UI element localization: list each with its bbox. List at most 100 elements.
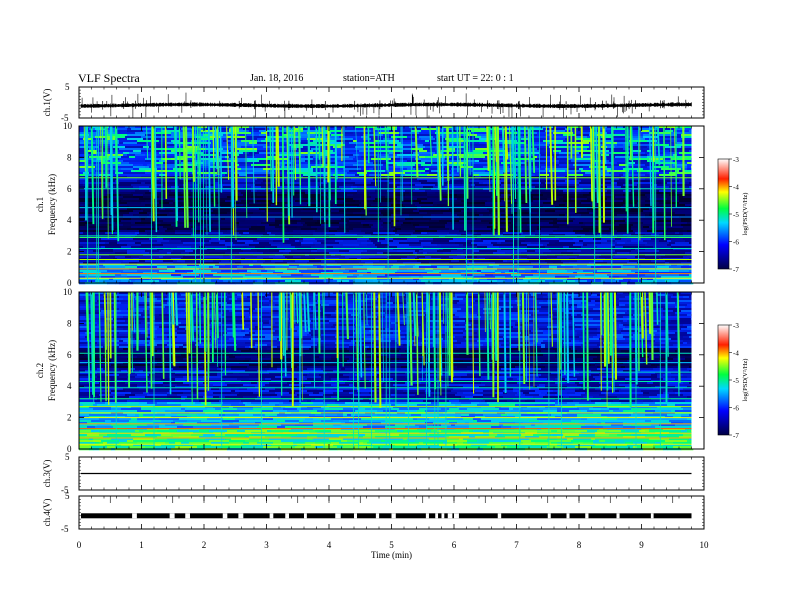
y-tick-label-0: 5: [65, 82, 70, 92]
sferic-streak: [459, 125, 462, 177]
ch4-signal-gap: [169, 513, 175, 519]
ch4-signal-gap: [222, 513, 228, 519]
sferic-streak: [640, 291, 644, 339]
sferic-streak: [501, 125, 506, 173]
sferic-streak: [613, 291, 617, 380]
ch4-signal-gap: [650, 513, 654, 519]
sferic-streak: [466, 125, 469, 199]
sferic-streak: [446, 125, 450, 181]
x-tick-label: 7: [514, 540, 519, 550]
sferic-streak: [132, 291, 136, 333]
sferic-streak: [592, 125, 595, 235]
sferic-streak: [597, 125, 601, 233]
sferic-streak: [91, 291, 94, 403]
ch4-signal-gap: [335, 513, 341, 519]
x-tick-label: 10: [700, 540, 710, 550]
sferic-streak: [152, 125, 156, 199]
sferic-streak: [486, 291, 490, 380]
sferic-streak: [291, 125, 293, 218]
sferic-streak: [517, 291, 520, 351]
x-tick-label: 5: [389, 540, 394, 550]
sferic-streak: [103, 291, 107, 333]
sferic-streak: [245, 125, 248, 219]
x-tick-label: 2: [202, 540, 207, 550]
sferic-streak: [406, 291, 409, 409]
y-tick-label-1: 10: [63, 121, 73, 131]
y-axis-label-2: Frequency (kHz): [47, 340, 57, 401]
sferic-streak: [494, 125, 498, 162]
sferic-streak: [154, 125, 158, 233]
sferic-streak: [146, 291, 148, 338]
sferic-streak: [572, 291, 576, 377]
sferic-streak: [556, 291, 560, 405]
sferic-streak: [234, 125, 238, 201]
sferic-streak: [164, 125, 168, 200]
sferic-streak: [373, 291, 377, 403]
sferic-streak: [451, 125, 454, 230]
sferic-streak: [644, 291, 648, 365]
sferic-streak: [295, 291, 299, 324]
sferic-streak: [230, 125, 235, 209]
sferic-streak: [378, 291, 382, 408]
sferic-streak: [651, 125, 654, 219]
sferic-streak: [355, 125, 358, 171]
ch4-signal-gap: [447, 513, 453, 519]
colorbar-tick-label-1: -3: [733, 156, 739, 164]
sferic-streak: [563, 291, 566, 375]
sferic-streak: [412, 291, 417, 337]
sferic-streak: [612, 125, 615, 236]
sferic-streak: [303, 291, 307, 333]
sferic-streak: [396, 291, 401, 346]
colorbar-tick-label-1: -7: [733, 266, 739, 274]
sferic-streak: [271, 125, 275, 203]
sferic-streak: [471, 291, 475, 394]
sferic-streak: [650, 291, 654, 361]
y-tick-label-1: 8: [67, 152, 72, 162]
sferic-streak: [611, 291, 615, 392]
colorbar-2: [717, 324, 730, 436]
sferic-streak: [319, 125, 322, 224]
sferic-streak: [456, 125, 459, 173]
sferic-streak: [185, 291, 189, 382]
sferic-streak: [666, 291, 669, 357]
sferic-streak: [509, 125, 513, 204]
y-tick-label-3: -5: [61, 485, 69, 495]
sferic-streak: [345, 291, 349, 340]
sferic-streak: [198, 291, 202, 344]
sferic-streak: [174, 125, 179, 221]
sferic-streak: [373, 125, 377, 187]
y-axis-label-3: ch.3(V): [42, 460, 52, 488]
sferic-streak: [190, 291, 193, 405]
ch4-signal-gap: [132, 513, 137, 519]
x-tick-label: 0: [77, 540, 82, 550]
sferic-streak: [518, 125, 522, 233]
sferic-streak: [204, 125, 208, 236]
x-tick-label: 4: [327, 540, 332, 550]
sferic-streak: [130, 291, 133, 373]
sferic-streak: [600, 291, 603, 336]
sferic-streak: [282, 291, 285, 356]
sferic-streak: [232, 291, 237, 351]
sferic-streak: [90, 125, 95, 225]
sferic-streak: [436, 125, 440, 190]
start-time-label: start UT = 22: 0 : 1: [437, 73, 514, 84]
sferic-streak: [318, 125, 321, 160]
sferic-streak: [491, 291, 493, 360]
sferic-streak: [401, 125, 404, 202]
sferic-streak: [527, 125, 530, 189]
sferic-streak: [226, 125, 230, 180]
x-tick-label: 9: [639, 540, 644, 550]
sferic-streak: [531, 125, 536, 173]
sferic-streak: [365, 291, 368, 325]
sferic-streak: [313, 291, 315, 389]
channel-label-1: ch.1: [35, 197, 45, 212]
ch4-signal-gap: [425, 513, 429, 519]
sferic-streak: [307, 125, 311, 207]
colorbar-1: [717, 158, 730, 270]
sferic-streak: [294, 125, 297, 180]
sferic-streak: [355, 291, 359, 390]
sferic-streak: [359, 291, 362, 344]
sferic-streak: [213, 291, 217, 349]
x-tick-label: 6: [452, 540, 457, 550]
sferic-streak: [269, 125, 273, 192]
